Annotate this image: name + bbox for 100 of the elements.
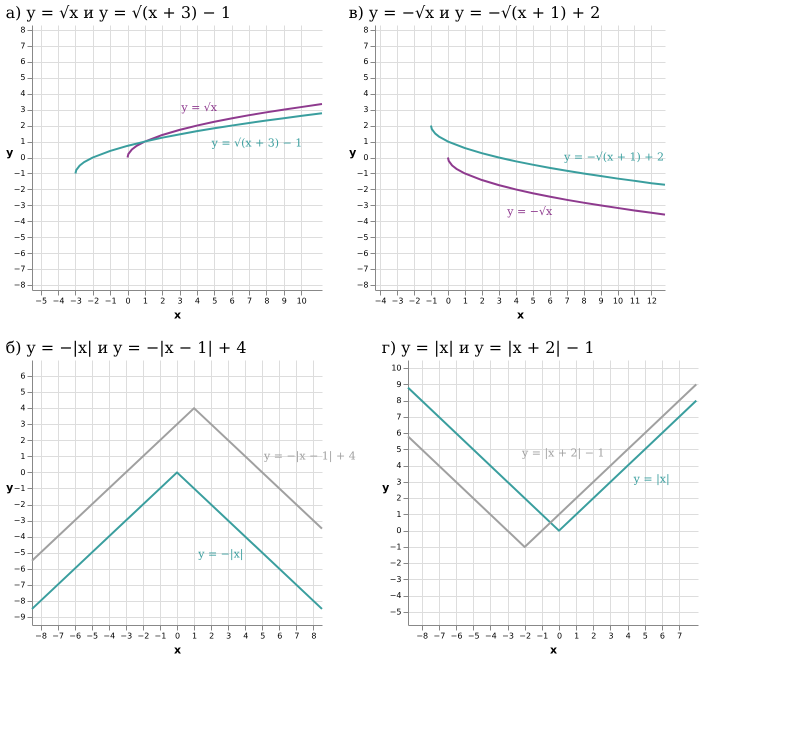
- y-tick-label: −8: [14, 280, 26, 290]
- x-tick-label: −4: [52, 296, 64, 306]
- y-tick-label: −3: [390, 574, 402, 584]
- x-tick-label: 4: [626, 632, 631, 640]
- y-tick-label: −8: [14, 596, 26, 606]
- x-tick-label: 8: [311, 632, 317, 640]
- x-tick-label: 11: [630, 296, 640, 306]
- y-tick-label: 0: [20, 153, 26, 162]
- x-tick-label: −1: [426, 296, 438, 306]
- x-tick-label: −3: [502, 632, 514, 640]
- x-tick-label: 5: [530, 296, 536, 306]
- y-tick-label: 2: [20, 121, 26, 130]
- x-tick-label: 0: [446, 296, 451, 306]
- y-tick-label: −3: [14, 516, 26, 526]
- y-tick-label: −6: [14, 248, 26, 258]
- y-tick-label: 3: [363, 105, 368, 114]
- x-axis-title: x: [550, 644, 558, 656]
- y-tick-label: 6: [396, 428, 402, 438]
- y-tick-label: 3: [396, 477, 402, 486]
- y-tick-label: −4: [390, 591, 402, 600]
- x-tick-label: −5: [86, 632, 98, 640]
- y-tick-label: −3: [14, 200, 26, 210]
- y-tick-label: −5: [14, 548, 26, 558]
- y-tick-label: 4: [20, 89, 26, 98]
- x-tick-label: 12: [646, 296, 658, 306]
- y-tick-label: 8: [396, 396, 402, 406]
- x-tick-label: 7: [677, 632, 682, 640]
- y-tick-label: −1: [14, 168, 26, 178]
- x-tick-label: 7: [294, 632, 300, 640]
- x-tick-label: 3: [226, 632, 232, 640]
- x-tick-label: 7: [564, 296, 570, 306]
- x-tick-label: 6: [230, 296, 235, 306]
- y-tick-label: −7: [14, 580, 26, 590]
- y-tick-label: −7: [356, 264, 368, 274]
- line-series: [74, 112, 323, 174]
- y-axis-title: y: [349, 146, 356, 159]
- x-tick-label: 7: [247, 296, 252, 306]
- x-tick-label: 3: [608, 632, 614, 640]
- chart-title: а) y = √x и y = √(x + 3) − 1: [6, 3, 231, 22]
- x-tick-label: −1: [154, 632, 166, 640]
- y-tick-label: 5: [363, 73, 368, 82]
- y-tick-label: −5: [356, 232, 368, 242]
- y-axis-title: y: [382, 481, 390, 494]
- y-tick-label: −7: [14, 264, 26, 274]
- series-label: y = |x|: [632, 472, 670, 486]
- x-tick-label: 2: [160, 296, 166, 306]
- y-tick-label: 0: [396, 526, 402, 536]
- x-tick-label: −1: [104, 296, 117, 306]
- x-tick-label: −2: [408, 296, 420, 306]
- y-tick-label: 4: [396, 461, 402, 470]
- x-tick-label: 5: [642, 632, 648, 640]
- x-tick-label: 6: [548, 296, 553, 306]
- x-tick-label: −3: [70, 296, 82, 306]
- series-label: y = |x + 2| − 1: [521, 446, 604, 460]
- y-axis-title: y: [6, 481, 14, 494]
- chart-title: в) y = −√x и y = −√(x + 1) + 2: [348, 3, 600, 22]
- series-label: y = −|x − 1| + 4: [263, 449, 356, 462]
- x-tick-label: 8: [582, 296, 587, 306]
- y-tick-label: 10: [391, 364, 402, 373]
- y-tick-label: 3: [20, 420, 26, 429]
- x-tick-label: −2: [87, 296, 100, 306]
- y-tick-label: 7: [20, 41, 26, 50]
- x-tick-label: 2: [209, 632, 214, 640]
- y-tick-label: 5: [20, 388, 26, 397]
- x-tick-label: −6: [450, 632, 462, 640]
- series-label: y = −√(x + 1) + 2: [563, 150, 664, 164]
- y-tick-label: 2: [396, 494, 402, 503]
- line-series: [430, 124, 666, 186]
- series-label: y = √x: [180, 101, 218, 114]
- x-tick-label: −2: [137, 632, 150, 640]
- y-tick-label: −2: [14, 184, 26, 194]
- x-tick-label: 6: [277, 632, 282, 640]
- y-axis-title: y: [6, 146, 14, 159]
- x-axis-title: x: [174, 644, 182, 656]
- x-tick-label: 0: [556, 632, 562, 640]
- x-tick-label: −5: [35, 296, 48, 306]
- x-tick-label: 4: [243, 632, 248, 640]
- x-axis-title: x: [516, 308, 524, 322]
- y-tick-label: −1: [390, 542, 402, 552]
- x-tick-label: 10: [296, 296, 307, 306]
- x-tick-label: −3: [120, 632, 132, 640]
- y-tick-label: −3: [356, 200, 368, 210]
- y-tick-label: 8: [363, 25, 368, 34]
- x-tick-label: −4: [484, 632, 497, 640]
- x-tick-label: −2: [519, 632, 532, 640]
- x-tick-label: 10: [612, 296, 624, 306]
- x-tick-label: 1: [574, 632, 580, 640]
- y-tick-label: 3: [20, 105, 26, 114]
- series-label: y = √(x + 3) − 1: [210, 136, 302, 150]
- x-tick-label: −7: [52, 632, 64, 640]
- y-tick-label: 6: [20, 372, 26, 381]
- chart-title: б) y = −|x| и y = −|x − 1| + 4: [6, 338, 247, 357]
- x-tick-label: −6: [69, 632, 82, 640]
- y-tick-label: 0: [363, 153, 368, 162]
- y-tick-label: −9: [14, 612, 26, 622]
- y-tick-label: 6: [20, 57, 26, 66]
- chart-title: г) y = |x| и y = |x + 2| − 1: [382, 338, 595, 357]
- x-tick-label: 4: [194, 296, 200, 306]
- y-tick-label: 7: [363, 41, 368, 50]
- x-tick-label: 4: [514, 296, 519, 306]
